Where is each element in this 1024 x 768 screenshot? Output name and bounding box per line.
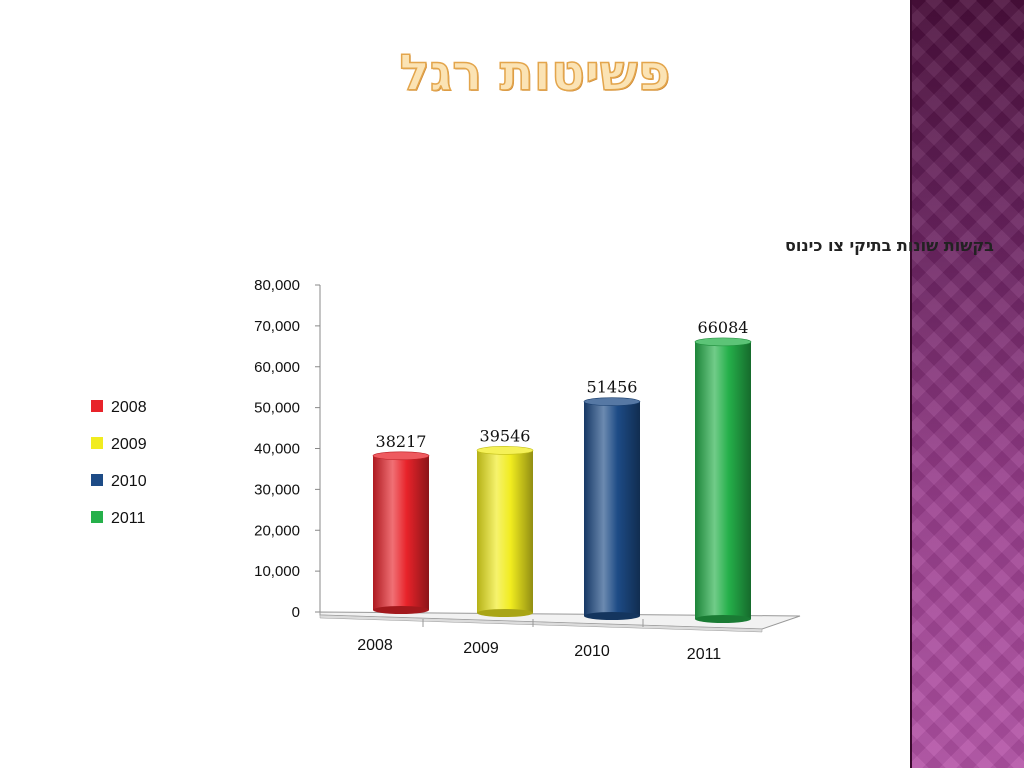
bar-2008 bbox=[372, 451, 430, 614]
legend-swatch-2009 bbox=[91, 437, 103, 449]
legend-swatch-2011 bbox=[91, 511, 103, 523]
legend-swatch-2008 bbox=[91, 400, 103, 412]
y-tick-label: 30,000 bbox=[254, 481, 300, 498]
bar-body bbox=[477, 450, 533, 613]
bar-body bbox=[584, 401, 640, 616]
x-category-label: 2011 bbox=[687, 646, 722, 663]
bar-2010 bbox=[583, 397, 641, 620]
bar-base-cap bbox=[373, 606, 429, 614]
bar-top-cap bbox=[694, 337, 752, 347]
data-label-2011: 66084 bbox=[698, 318, 749, 337]
y-tick-label: 50,000 bbox=[254, 400, 300, 417]
data-label-2008: 38217 bbox=[376, 432, 427, 451]
bar-base-cap bbox=[477, 609, 533, 617]
y-tick-label: 40,000 bbox=[254, 441, 300, 458]
legend-label-2008: 2008 bbox=[111, 399, 147, 416]
x-category-label: 2010 bbox=[574, 643, 610, 660]
bar-base-cap bbox=[695, 615, 751, 623]
bar-body bbox=[695, 341, 751, 619]
bar-top-cap bbox=[372, 451, 430, 461]
y-tick-label: 70,000 bbox=[254, 318, 300, 335]
y-tick-label: 20,000 bbox=[254, 522, 300, 539]
bar-2011 bbox=[694, 337, 752, 623]
chart-floor-edge bbox=[319, 614, 763, 633]
bar-2009 bbox=[476, 446, 534, 617]
data-label-2009: 39546 bbox=[480, 426, 531, 445]
x-category-label: 2008 bbox=[357, 637, 393, 654]
bar-body bbox=[373, 455, 429, 610]
y-tick-label: 0 bbox=[292, 604, 300, 621]
y-tick-label: 60,000 bbox=[254, 359, 300, 376]
data-label-2010: 51456 bbox=[587, 378, 638, 397]
legend-label-2009: 2009 bbox=[111, 436, 147, 453]
bar-top-cap bbox=[583, 397, 641, 406]
y-tick-label: 10,000 bbox=[254, 563, 300, 580]
legend-swatch-2010 bbox=[91, 474, 103, 486]
chart-title: בקשות שונות בתיקי צו כינוס bbox=[785, 236, 994, 255]
legend-label-2010: 2010 bbox=[111, 473, 147, 490]
decorative-side-panel bbox=[910, 0, 1024, 768]
bar-base-cap bbox=[584, 612, 640, 620]
bar-top-cap bbox=[476, 446, 534, 455]
y-tick-label: 80,000 bbox=[254, 277, 300, 294]
x-category-label: 2009 bbox=[463, 640, 499, 657]
legend-label-2011: 2011 bbox=[111, 510, 146, 527]
slide-title: פשיטות רגל bbox=[399, 43, 671, 103]
